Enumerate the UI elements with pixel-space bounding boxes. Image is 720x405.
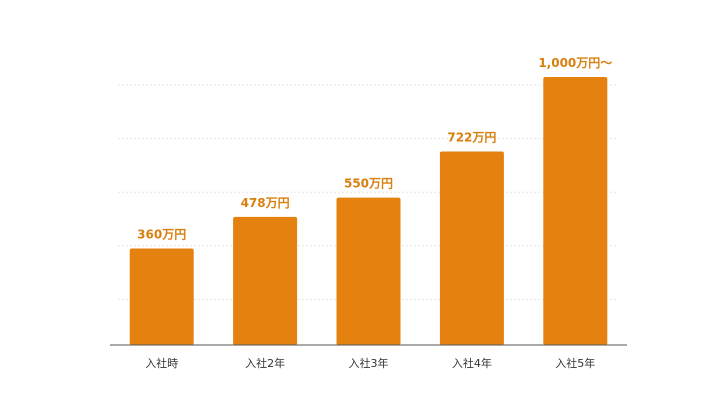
- x-tick-label-5: 入社5年: [555, 356, 595, 370]
- data-label-5: 1,000万円～: [538, 56, 612, 70]
- gridlines: [118, 84, 619, 300]
- x-tick-labels: 入社時 入社2年 入社3年 入社4年 入社5年: [145, 356, 595, 370]
- data-label-1: 360万円: [137, 228, 186, 242]
- bar-1: [129, 248, 194, 345]
- data-label-4: 722万円: [447, 131, 496, 145]
- x-tick-label-4: 入社4年: [452, 356, 492, 370]
- data-label-3: 550万円: [344, 177, 393, 191]
- x-tick-label-1: 入社時: [145, 356, 178, 370]
- x-tick-label-2: 入社2年: [245, 356, 285, 370]
- data-labels: 360万円 478万円 550万円 722万円 1,000万円～: [137, 56, 612, 242]
- bar-4: [439, 151, 504, 345]
- bar-2: [233, 216, 298, 345]
- bar-3: [336, 197, 401, 345]
- data-label-2: 478万円: [241, 196, 290, 210]
- x-tick-label-3: 入社3年: [349, 356, 389, 370]
- bars: [129, 77, 608, 345]
- bar-5: [543, 77, 608, 345]
